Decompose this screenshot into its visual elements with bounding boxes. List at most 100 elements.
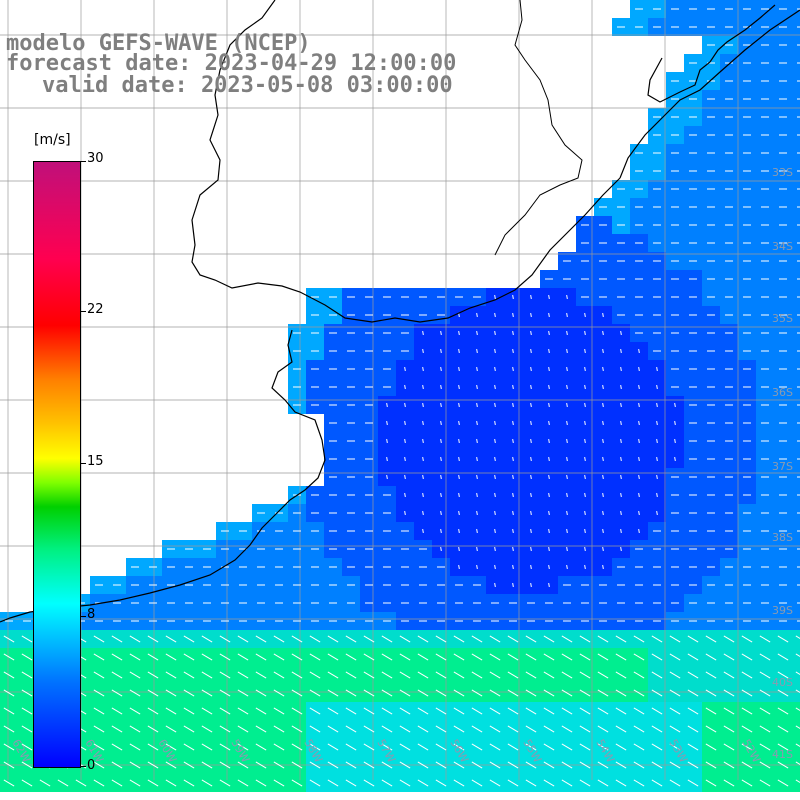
wind-arrow <box>656 402 658 408</box>
wind-arrow <box>687 743 699 751</box>
wind-arrow <box>759 653 771 661</box>
wind-arrow <box>548 384 550 390</box>
wind-arrow <box>237 743 249 751</box>
wind-arrow <box>458 510 460 516</box>
wind-arrow <box>512 456 514 462</box>
wind-arrow <box>458 474 460 480</box>
wind-arrow <box>476 456 478 462</box>
wind-arrow <box>147 653 159 661</box>
wind-arrow <box>111 725 123 733</box>
wind-arrow <box>201 653 213 661</box>
wind-arrow <box>363 671 375 679</box>
wind-arrow <box>291 725 303 733</box>
wind-arrow <box>512 546 514 552</box>
wind-arrow <box>651 653 663 661</box>
wind-arrow <box>512 510 514 516</box>
wind-arrow <box>237 779 249 787</box>
wind-arrow <box>458 456 460 462</box>
wind-cell <box>792 648 800 666</box>
wind-arrow <box>476 528 478 534</box>
wind-arrow <box>525 779 537 787</box>
wind-arrow <box>525 725 537 733</box>
wind-arrow <box>273 779 285 787</box>
wind-arrow <box>512 384 514 390</box>
wind-arrow <box>291 689 303 697</box>
wind-arrow <box>237 707 249 715</box>
wind-arrow <box>417 761 429 769</box>
wind-arrow <box>561 707 573 715</box>
wind-arrow <box>422 456 424 462</box>
latitude-label: 36S <box>772 386 793 399</box>
wind-arrow <box>674 438 676 444</box>
wind-arrow <box>548 456 550 462</box>
wind-arrow <box>489 671 501 679</box>
wind-arrow <box>759 671 771 679</box>
wind-arrow <box>669 761 681 769</box>
wind-arrow <box>471 671 483 679</box>
wind-arrow <box>687 707 699 715</box>
wind-arrow <box>512 492 514 498</box>
wind-arrow <box>530 582 532 588</box>
wind-cell <box>792 198 800 216</box>
wind-arrow <box>273 725 285 733</box>
wind-arrow <box>75 779 87 787</box>
wind-arrow <box>440 402 442 408</box>
wind-arrow <box>705 761 717 769</box>
wind-arrow <box>620 546 622 552</box>
wind-arrow <box>255 725 267 733</box>
wind-arrow <box>453 689 465 697</box>
wind-arrow <box>705 707 717 715</box>
wind-arrow <box>440 474 442 480</box>
wind-arrow <box>602 384 604 390</box>
wind-arrow <box>597 779 609 787</box>
wind-arrow <box>507 779 519 787</box>
wind-arrow <box>530 348 532 354</box>
wind-arrow <box>741 671 753 679</box>
wind-arrow <box>615 635 627 643</box>
wind-arrow <box>381 653 393 661</box>
wind-arrow <box>417 689 429 697</box>
wind-arrow <box>597 761 609 769</box>
wind-arrow <box>638 492 640 498</box>
wind-arrow <box>93 725 105 733</box>
wind-arrow <box>255 743 267 751</box>
wind-arrow <box>674 456 676 462</box>
wind-arrow <box>21 689 33 697</box>
wind-arrow <box>21 779 33 787</box>
wind-arrow <box>584 366 586 372</box>
wind-arrow <box>435 779 447 787</box>
wind-cell <box>792 702 800 720</box>
wind-arrow <box>93 671 105 679</box>
wind-arrow <box>183 689 195 697</box>
wind-arrow <box>381 725 393 733</box>
wind-arrow <box>741 743 753 751</box>
wind-arrow <box>440 330 442 336</box>
wind-arrow <box>21 671 33 679</box>
wind-arrow <box>494 492 496 498</box>
wind-arrow <box>273 761 285 769</box>
wind-arrow <box>291 779 303 787</box>
wind-cell <box>792 144 800 162</box>
valid-date: valid date: 2023-05-08 03:00:00 <box>42 73 453 98</box>
wind-arrow <box>219 707 231 715</box>
wind-arrow <box>386 438 388 444</box>
wind-arrow <box>129 653 141 661</box>
wind-cell <box>792 72 800 90</box>
wind-arrow <box>255 707 267 715</box>
wind-arrow <box>345 725 357 733</box>
wind-arrow <box>494 402 496 408</box>
wind-arrow <box>404 492 406 498</box>
wind-arrow <box>476 330 478 336</box>
wind-arrow <box>638 348 640 354</box>
wind-arrow <box>507 671 519 679</box>
wind-cell <box>792 270 800 288</box>
wind-arrow <box>93 689 105 697</box>
wind-arrow <box>656 492 658 498</box>
wind-arrow <box>458 348 460 354</box>
wind-arrow <box>687 689 699 697</box>
wind-cell <box>792 180 800 198</box>
wind-arrow <box>674 420 676 426</box>
wind-arrow <box>458 366 460 372</box>
wind-arrow <box>723 635 735 643</box>
